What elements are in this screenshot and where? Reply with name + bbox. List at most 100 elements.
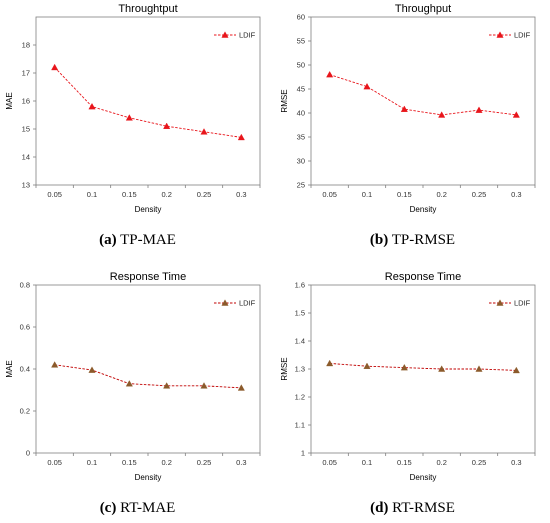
data-point (363, 82, 371, 90)
data-point (125, 114, 133, 121)
caption-b: (b) TP-RMSE (275, 232, 550, 249)
chart-tp-rmse: Throughput 25 30 35 40 45 50 55 60 0.05 0.1 0.15 0.2… (275, 0, 550, 230)
caption-a: (a) TP-MAE (0, 232, 275, 249)
y-tick-label: 40 (297, 109, 305, 118)
x-tick-label: 0.1 (362, 190, 372, 199)
data-point (88, 366, 96, 373)
chart-svg: Response Time 0 0.2 0.4 0.6 0.8 0.05 0.1 0.15 0.2… (5, 271, 261, 482)
chart-rt-rmse: Response Time 1 1.1 1.2 1.3 1.4 1.5 1.6 0.05 0.1 0… (275, 268, 550, 498)
x-tick-label: 0.25 (472, 190, 487, 199)
y-tick-label: 1.6 (295, 281, 305, 290)
x-tick-label: 0.1 (362, 458, 372, 467)
caption-d: (d) RT-RMSE (275, 500, 550, 517)
caption-c: (c) RT-MAE (0, 500, 275, 517)
chart-svg: Throughput 25 30 35 40 45 50 55 60 0.05 0.1 0.15 0.2… (280, 3, 536, 214)
data-point (163, 122, 171, 129)
y-tick-label: 1 (301, 449, 305, 458)
x-tick-label: 0.15 (122, 458, 137, 467)
caption-label: (c) (99, 500, 117, 516)
x-axis-label: Density (135, 473, 162, 482)
legend-label: LDIF (514, 31, 531, 40)
data-point (88, 102, 96, 110)
y-tick-label: 25 (297, 181, 305, 190)
y-tick-label: 1.4 (295, 337, 305, 346)
data-point (237, 133, 245, 141)
x-tick-label: 0.1 (87, 190, 97, 199)
x-tick-label: 0.25 (197, 458, 212, 467)
data-point (326, 70, 334, 78)
legend-marker (221, 299, 229, 306)
x-tick-label: 0.3 (511, 190, 521, 199)
series-line (329, 74, 517, 116)
y-tick-label: 16 (22, 97, 30, 106)
x-tick-label: 0.05 (47, 458, 62, 467)
legend-marker (496, 299, 504, 306)
series-line (54, 67, 242, 138)
x-tick-label: 0.3 (236, 458, 246, 467)
y-tick-label: 14 (22, 153, 30, 162)
data-point (163, 382, 171, 389)
caption-text: RT-MAE (116, 500, 176, 516)
y-tick-label: 0.4 (20, 365, 30, 374)
x-tick-label: 0.15 (397, 458, 412, 467)
caption-text: TP-RMSE (388, 232, 456, 248)
caption-label: (a) (99, 232, 117, 248)
x-tick-label: 0.05 (322, 458, 337, 467)
data-point (237, 384, 245, 391)
x-tick-label: 0.2 (436, 190, 446, 199)
y-tick-label: 1.1 (295, 421, 305, 430)
x-tick-label: 0.25 (197, 190, 212, 199)
caption-text: RT-RMSE (388, 500, 455, 516)
chart-tp-mae: Throughtput 13 14 15 16 17 18 0.05 0.1 0.15 0.2 0.2… (0, 0, 275, 230)
legend-label: LDIF (239, 299, 256, 308)
data-point (400, 363, 408, 371)
y-tick-label: 13 (22, 181, 30, 190)
plot-frame (310, 284, 536, 454)
chart-title: Throughtput (118, 3, 177, 15)
y-tick-label: 1.3 (295, 365, 305, 374)
data-point (475, 106, 483, 113)
data-point (200, 382, 208, 389)
x-tick-label: 0.15 (122, 190, 137, 199)
chart-title: Throughput (395, 3, 451, 15)
x-tick-label: 0.1 (87, 458, 97, 467)
y-axis-label: MAE (5, 92, 14, 109)
y-tick-label: 15 (22, 125, 30, 134)
x-tick-label: 0.3 (511, 458, 521, 467)
y-tick-label: 1.2 (295, 393, 305, 402)
x-axis-label: Density (135, 205, 162, 214)
y-axis-label: RMSE (280, 357, 289, 380)
data-point (475, 365, 483, 372)
data-point (438, 365, 446, 372)
plot-frame (35, 284, 261, 454)
legend-label: LDIF (514, 299, 531, 308)
y-tick-label: 0.8 (20, 281, 30, 290)
y-tick-label: 35 (297, 133, 305, 142)
x-tick-label: 0.15 (397, 190, 412, 199)
y-tick-label: 45 (297, 85, 305, 94)
x-tick-label: 0.2 (436, 458, 446, 467)
y-tick-label: 17 (22, 69, 30, 78)
x-tick-label: 0.3 (236, 190, 246, 199)
caption-text: TP-MAE (116, 232, 176, 248)
x-tick-label: 0.2 (161, 458, 171, 467)
data-point (51, 361, 59, 368)
legend-marker (496, 31, 504, 38)
chart-svg: Response Time 1 1.1 1.2 1.3 1.4 1.5 1.6 0.05 0.1 0… (280, 271, 536, 482)
caption-label: (b) (369, 232, 389, 248)
plot-frame (35, 16, 261, 186)
legend-label: LDIF (239, 31, 256, 40)
chart-svg: Throughtput 13 14 15 16 17 18 0.05 0.1 0.15 0.2 0.2… (5, 3, 261, 214)
y-tick-label: 0.2 (20, 407, 30, 416)
data-point (326, 359, 334, 367)
data-point (512, 111, 520, 118)
y-tick-label: 0 (26, 449, 30, 458)
chart-title: Response Time (385, 271, 461, 283)
data-point (363, 362, 371, 369)
y-tick-label: 30 (297, 157, 305, 166)
x-axis-label: Density (410, 473, 437, 482)
legend-marker (221, 31, 229, 38)
x-tick-label: 0.05 (47, 190, 62, 199)
chart-rt-mae: Response Time 0 0.2 0.4 0.6 0.8 0.05 0.1 0.15 0.2… (0, 268, 275, 498)
y-tick-label: 50 (297, 61, 305, 70)
